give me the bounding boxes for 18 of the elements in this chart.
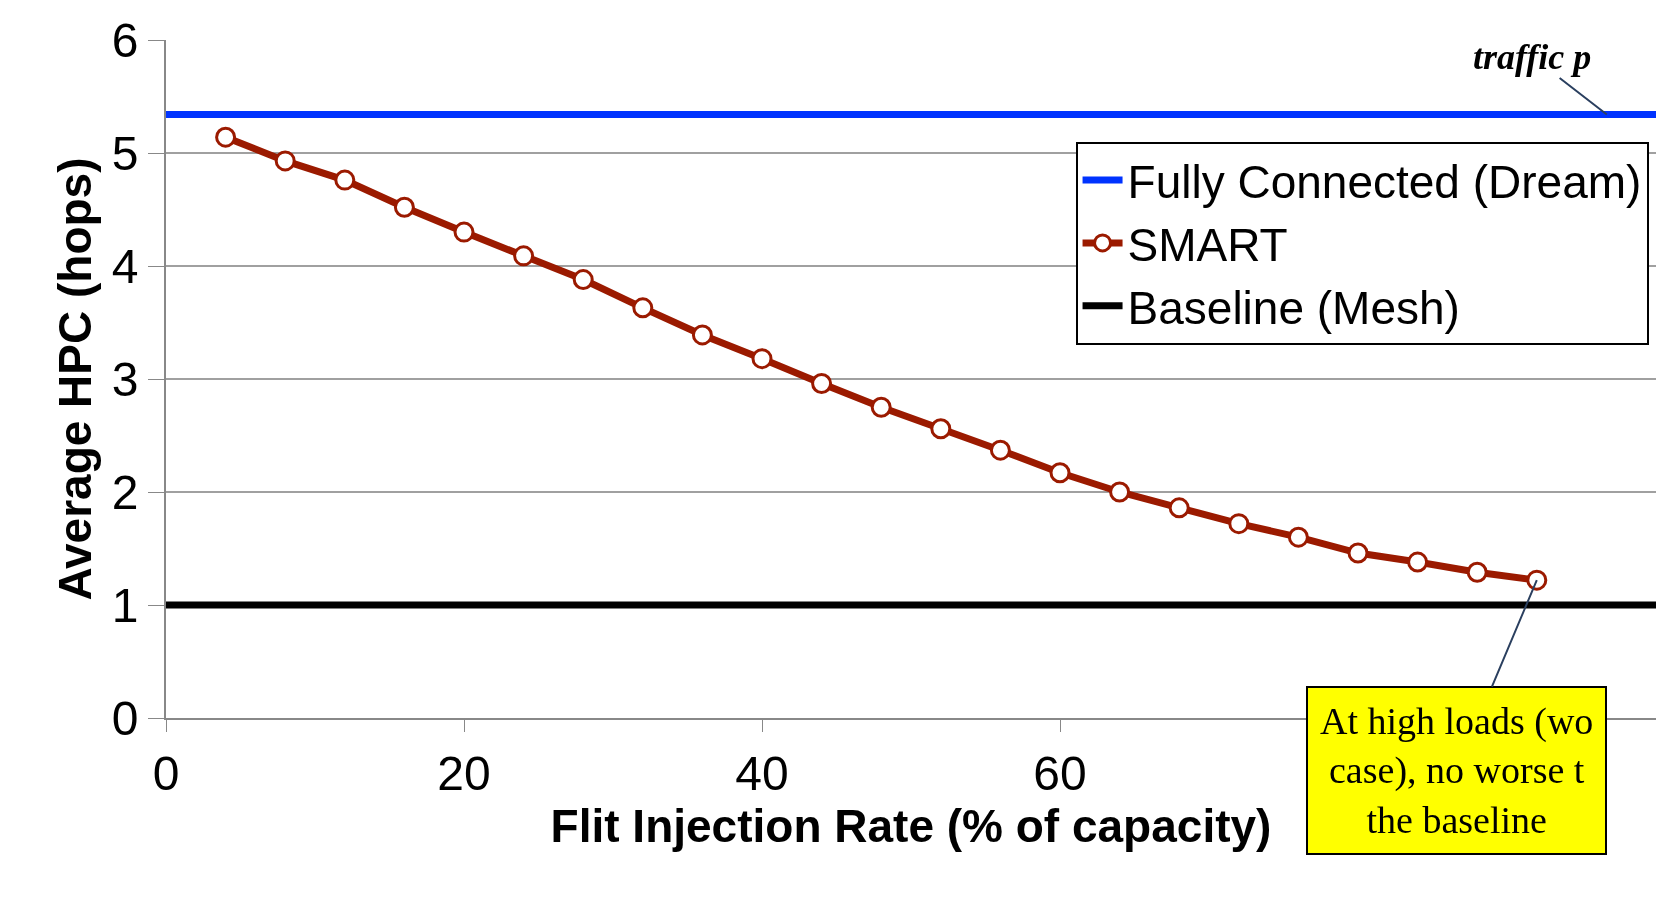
y-axis-title: Average HPC (hops) [48, 157, 101, 601]
annotation: traffic p [1473, 37, 1592, 77]
annotation: At high loads (wo case), no worse t the baseline [1320, 700, 1594, 841]
y-tick-label: 5 [111, 126, 139, 180]
x-tick-label: 60 [1033, 746, 1087, 800]
x-tick-label: 20 [437, 746, 491, 800]
y-tick-label: 6 [111, 13, 139, 67]
x-axis-title: Flit Injection Rate (% of capacity) [550, 799, 1272, 852]
y-tick-label: 4 [111, 239, 139, 293]
legend-label: SMART [1127, 218, 1288, 271]
legend-label: Baseline (Mesh) [1127, 281, 1460, 334]
y-tick-label: 3 [111, 352, 139, 406]
x-tick-label: 40 [735, 746, 789, 800]
y-tick-label: 1 [111, 578, 139, 632]
legend-label: Fully Connected (Dream) [1127, 156, 1642, 209]
y-tick-label: 0 [111, 691, 139, 745]
y-tick-label: 2 [111, 465, 139, 519]
x-tick-label: 0 [152, 746, 180, 800]
